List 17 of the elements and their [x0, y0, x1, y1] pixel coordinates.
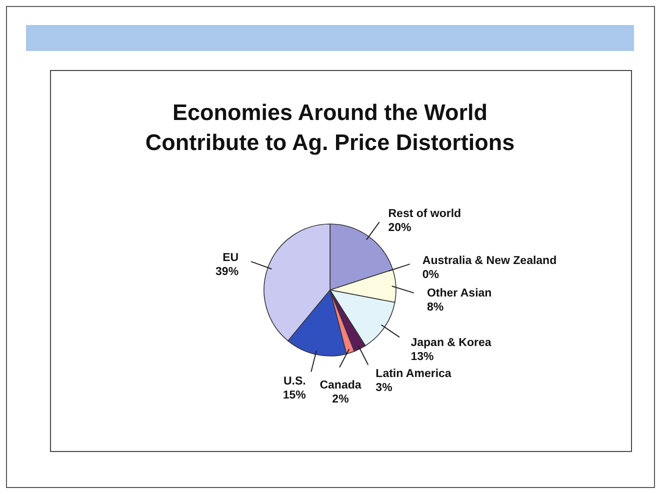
data-label: 3% [376, 382, 392, 394]
slice-label: Latin America [376, 368, 452, 380]
slice-label: EU [222, 252, 239, 264]
slice-label: Canada [320, 379, 362, 392]
data-label: 20% [388, 222, 412, 234]
text: 0% [422, 268, 440, 281]
slice-label: Rest of world [388, 208, 462, 220]
data-label: 15% [282, 390, 306, 402]
chart-title: Economies Around the World Contribute to Ag. Price Distortions [144, 99, 516, 157]
data-label: 8% [426, 301, 444, 314]
legend-label: Australia & New Zealand [422, 254, 557, 267]
data-label: 13% [410, 350, 434, 363]
data-label: 39% [216, 266, 239, 278]
slice-label: Other Asian [426, 287, 492, 300]
slice-label: Japan & Korea [410, 336, 492, 349]
data-label: 2% [332, 393, 349, 406]
slice-label: U.S. [283, 376, 306, 388]
